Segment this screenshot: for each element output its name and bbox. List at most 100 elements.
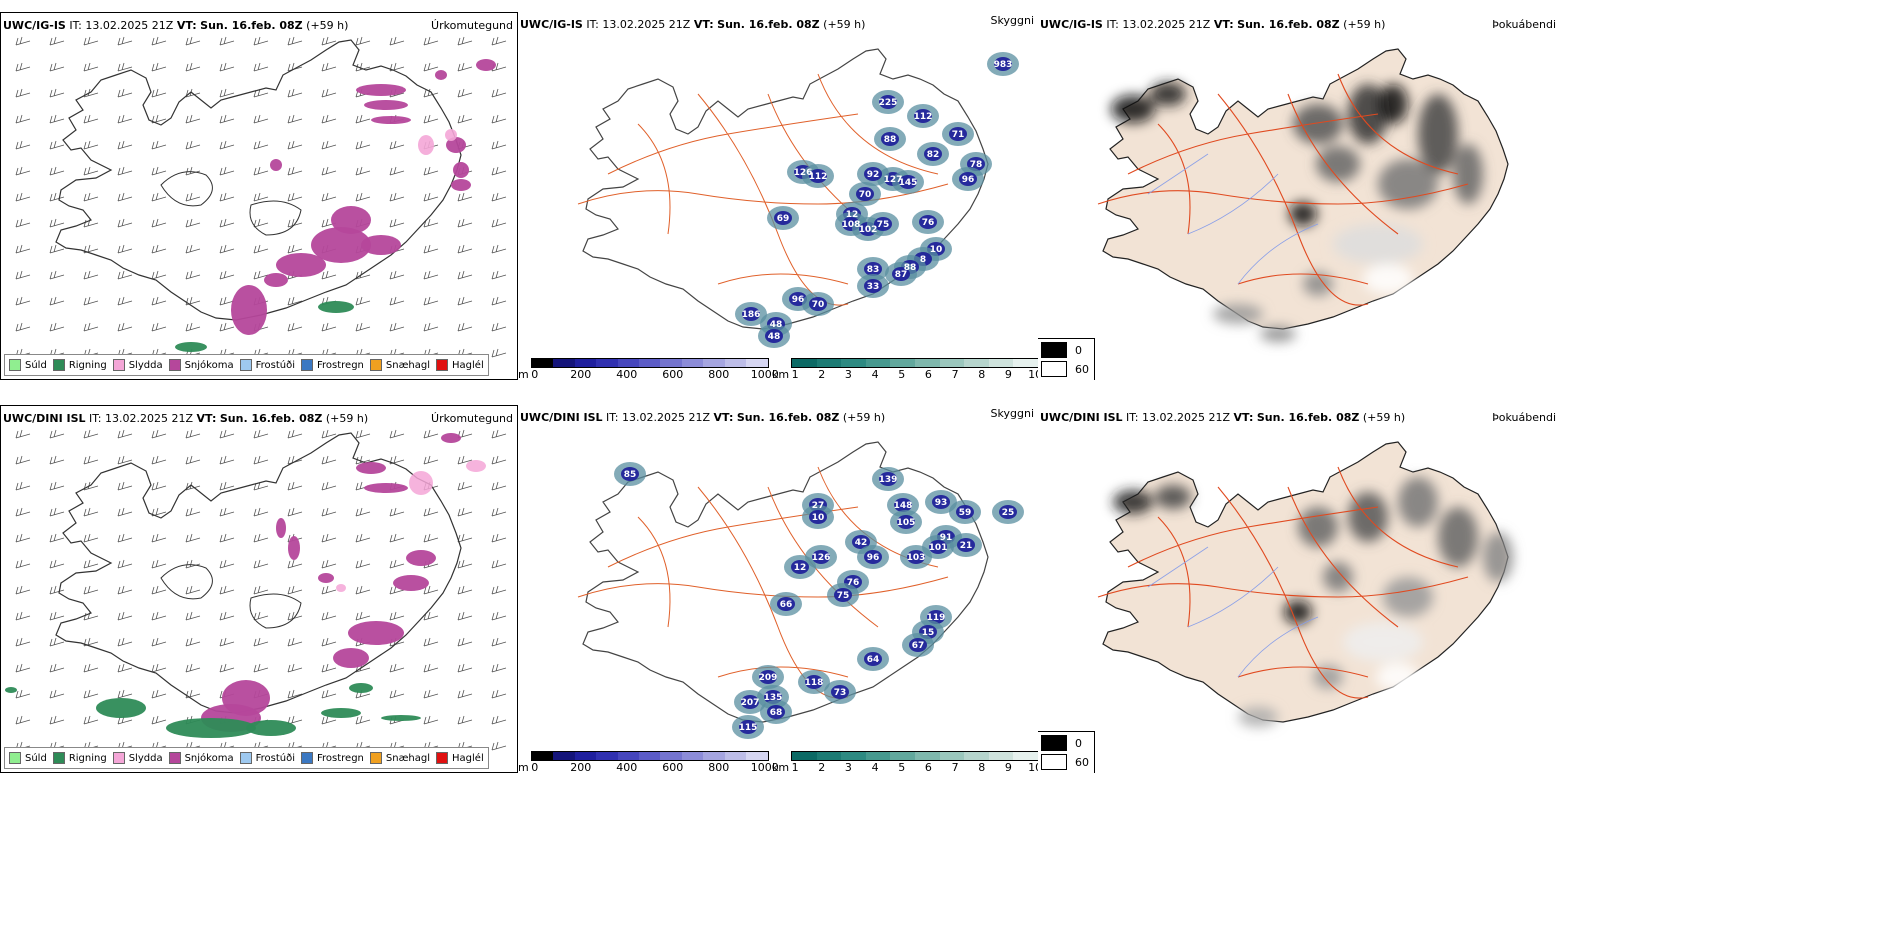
cloud-base-label: 12 [846, 210, 859, 220]
wind-barb [253, 62, 269, 72]
wind-barb [185, 270, 201, 280]
wind-barb [491, 585, 507, 595]
colorbar-swatch [939, 359, 965, 367]
wind-barb [83, 507, 99, 517]
cloud-base-label: 21 [960, 541, 973, 551]
wind-barb [151, 88, 167, 98]
snow-area [276, 253, 326, 277]
fog-cell [1323, 562, 1353, 592]
cloud-base-label: 64 [867, 655, 880, 665]
low-cloud-area [959, 172, 977, 186]
wind-barb [219, 663, 235, 673]
wind-barb [117, 166, 133, 176]
wind-barb [287, 114, 303, 124]
legend-swatch [9, 752, 21, 764]
colorbar-swatch [617, 752, 639, 760]
legend-label: Slydda [128, 359, 163, 371]
wind-barb [15, 715, 31, 725]
wind-barb [15, 296, 31, 306]
colorbar-swatch [792, 752, 817, 760]
wind-barb [321, 533, 337, 543]
colorbar-tick: 200 [570, 761, 592, 773]
colorbar-swatch [553, 359, 575, 367]
wind-barb [49, 585, 65, 595]
snow-area [270, 159, 282, 171]
fog-cell [1378, 84, 1408, 124]
wind-barb [423, 36, 439, 46]
low-cloud-area [956, 505, 974, 519]
cloud-base-label: 70 [812, 300, 825, 310]
wind-barb [423, 455, 439, 465]
wind-barb [117, 244, 133, 254]
snow-area [333, 648, 369, 668]
wind-barb [287, 36, 303, 46]
wind-barb [253, 140, 269, 150]
precip-map [15, 36, 507, 365]
colorbar-tick: 5 [898, 761, 906, 773]
snow-area [361, 235, 401, 255]
precip-map [5, 429, 507, 751]
wind-barb [185, 114, 201, 124]
cloud-base-label: 145 [899, 178, 918, 188]
colorbar-swatch [574, 359, 597, 367]
low-cloud-area [831, 685, 849, 699]
wind-barb [457, 637, 473, 647]
wind-barb [151, 533, 167, 543]
wind-barb [253, 218, 269, 228]
wind-barb [83, 270, 99, 280]
road [1217, 486, 1369, 699]
wind-barb [185, 507, 201, 517]
low-cloud-area [897, 515, 915, 529]
wind-barb [491, 611, 507, 621]
colorbar-swatch [890, 359, 916, 367]
wind-barb [389, 611, 405, 621]
low-cloud-area [864, 167, 882, 181]
wind-barb [355, 36, 371, 46]
cloud-base-label: 67 [912, 641, 925, 651]
wind-barb [49, 218, 65, 228]
colorbar-swatch [915, 752, 940, 760]
cloud-base-label: 83 [867, 265, 880, 275]
wind-barb [287, 663, 303, 673]
legend-swatch [112, 359, 125, 371]
low-cloud-area [919, 215, 937, 229]
snow-area [231, 285, 267, 335]
wind-barb [49, 507, 65, 517]
wind-barb [83, 455, 99, 465]
wind-barb [321, 585, 337, 595]
wind-barb [491, 36, 507, 46]
cloud-base-label: 126 [794, 168, 813, 178]
rain-area [166, 718, 256, 738]
wind-barb [253, 455, 269, 465]
legend-swatch [52, 752, 65, 764]
low-cloud-area [874, 217, 892, 231]
colorbar-swatch [1013, 359, 1038, 367]
wind-barb [457, 585, 473, 595]
colorbar-swatch [660, 359, 682, 367]
wind-barb [219, 140, 235, 150]
glacier-outline [249, 593, 302, 629]
wind-barb [151, 192, 167, 202]
wind-barb [151, 689, 167, 699]
wind-barb [185, 533, 201, 543]
wind-barb [423, 637, 439, 647]
fog-cell [1363, 264, 1413, 294]
cloud-base-label: 87 [895, 270, 908, 280]
low-cloud-area [864, 550, 882, 564]
colorbar-tick: 8 [978, 761, 986, 773]
cloud-base-label: 76 [847, 578, 860, 588]
wind-barb [219, 192, 235, 202]
legend-item: Frostúði [239, 359, 295, 371]
legend-label: Snæhagl [385, 752, 431, 764]
colorbar-tick: 400 [616, 761, 638, 773]
legend-label: Snjókoma [184, 752, 234, 764]
cloud-base-label: 88 [884, 135, 897, 145]
wind-barb [49, 611, 65, 621]
wind-barb [355, 296, 371, 306]
panel-title: Úrkomutegund [431, 412, 513, 425]
wind-barb [219, 559, 235, 569]
panel-title: Þokuábendi [1492, 411, 1556, 424]
legend-swatch [239, 359, 252, 371]
wind-barb [491, 270, 507, 280]
wind-barb [287, 244, 303, 254]
